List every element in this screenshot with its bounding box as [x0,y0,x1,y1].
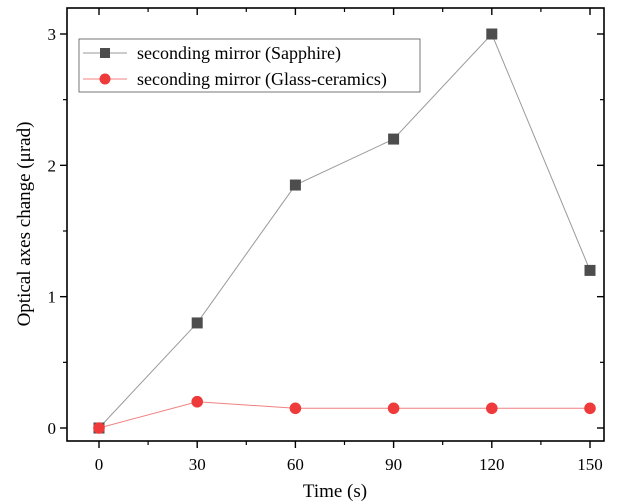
data-point-square [388,133,400,145]
x-tick-label: 60 [287,455,304,474]
data-point-square [289,179,301,191]
x-tick-label: 90 [385,455,402,474]
x-tick-label: 120 [479,455,505,474]
data-point-square [191,317,203,329]
legend-marker-circle-icon [99,73,111,85]
y-axis-title: Optical axes change (μrad) [14,122,35,327]
data-point-circle [289,402,302,415]
data-point-square [584,264,596,276]
legend-label-sapphire: seconding mirror (Sapphire) [137,43,341,64]
y-tick-label: 3 [48,25,57,44]
y-tick-label: 2 [48,156,57,175]
x-tick-label: 0 [95,455,104,474]
data-point-square [486,28,498,40]
series-line-1 [98,401,590,429]
x-axis-title: Time (s) [303,481,367,502]
data-point-circle [93,422,105,434]
data-point-circle [584,402,596,415]
data-point-circle [387,402,400,415]
y-tick-label: 0 [48,419,57,438]
x-tick-label: 150 [577,455,603,474]
x-tick-label: 30 [189,455,206,474]
legend-label-glass: seconding mirror (Glass-ceramics) [137,69,387,90]
plot-frame [66,7,605,442]
legend-marker-square-icon [100,48,110,58]
legend: seconding mirror (Sapphire) seconding mi… [78,38,421,93]
series-line-0 [98,33,591,429]
legend-box [78,38,421,93]
y-tick-label: 1 [48,288,57,307]
data-point-circle [191,395,203,408]
data-point-circle [486,402,498,415]
